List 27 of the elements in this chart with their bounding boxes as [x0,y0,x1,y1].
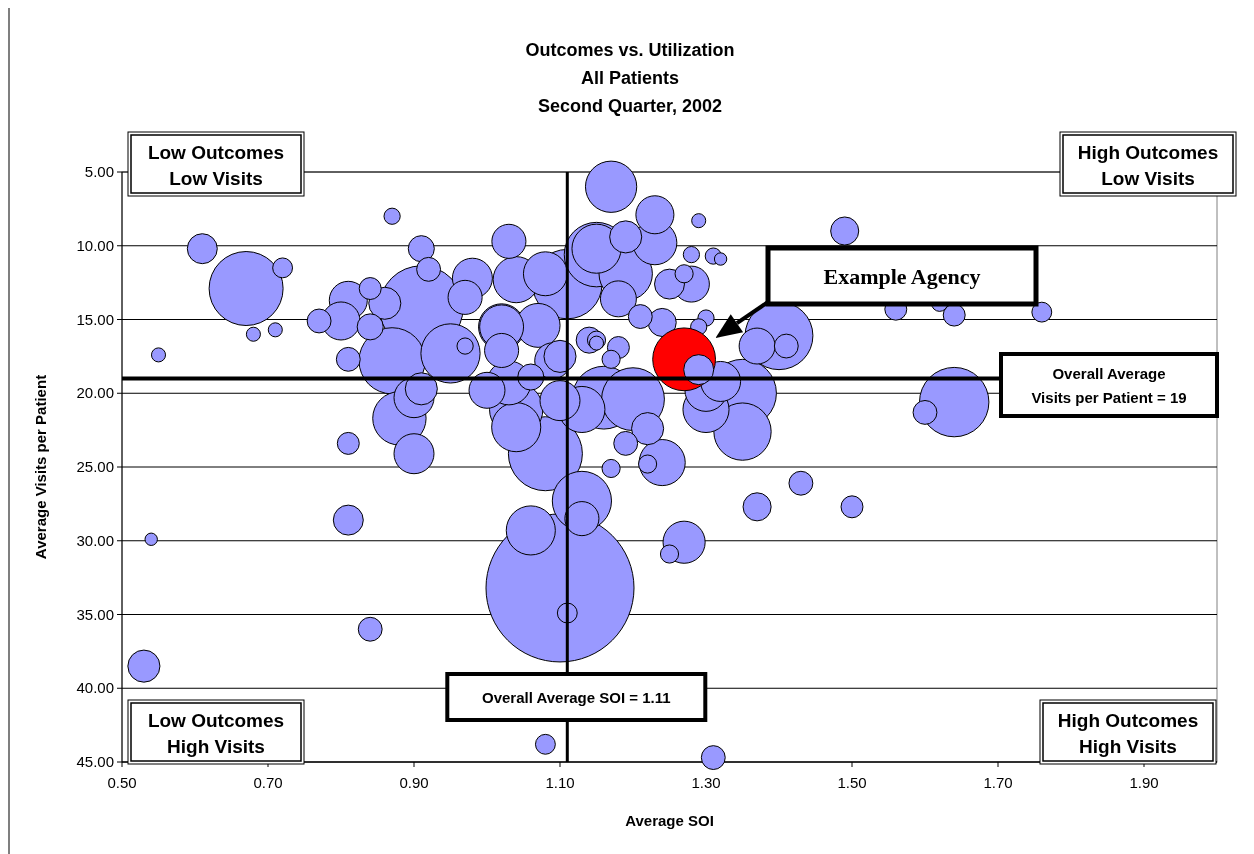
x-tick-label: 1.90 [1129,774,1159,791]
y-tick-label: 30.00 [76,531,114,549]
y-tick-label: 15.00 [76,310,114,328]
x-tick-label: 0.90 [399,774,429,791]
y-tick-label: 20.00 [76,384,114,402]
y-tick-label: 35.00 [76,605,114,623]
x-tick-label: 1.30 [691,774,721,791]
annotation: Low Outcomes High Visits [147,710,285,757]
x-tick-label: 1.70 [983,774,1013,791]
ref-line-label: Overall Average Visits per Patient = 19 [1031,365,1187,406]
x-tick-label: 0.50 [107,774,137,791]
x-tick-label: 0.70 [253,774,283,791]
y-tick-label: 45.00 [76,753,114,770]
annotation: High Outcomes High Visits [1057,710,1199,757]
x-tick-label: 1.50 [837,774,867,791]
y-tick-label: 25.00 [76,458,114,475]
y-axis-title: Average Visits per Patient [32,374,49,560]
x-tick-label: 1.10 [545,774,575,791]
annotation: High Outcomes Low Visits [1077,142,1219,189]
x-axis-title: Average SOI [625,812,714,829]
ref-line-label: Overall Average SOI = 1.11 [482,689,671,706]
annotation: Example Agency [823,264,981,289]
y-tick-label: 10.00 [76,236,114,254]
y-tick-label: 5.00 [84,163,114,180]
y-tick-label: 40.00 [76,679,114,697]
annotation: Low Outcomes Low Visits [147,142,285,189]
chart-title: Outcomes vs. Utilization All Patients Second Quarter, 2002 [525,40,735,116]
